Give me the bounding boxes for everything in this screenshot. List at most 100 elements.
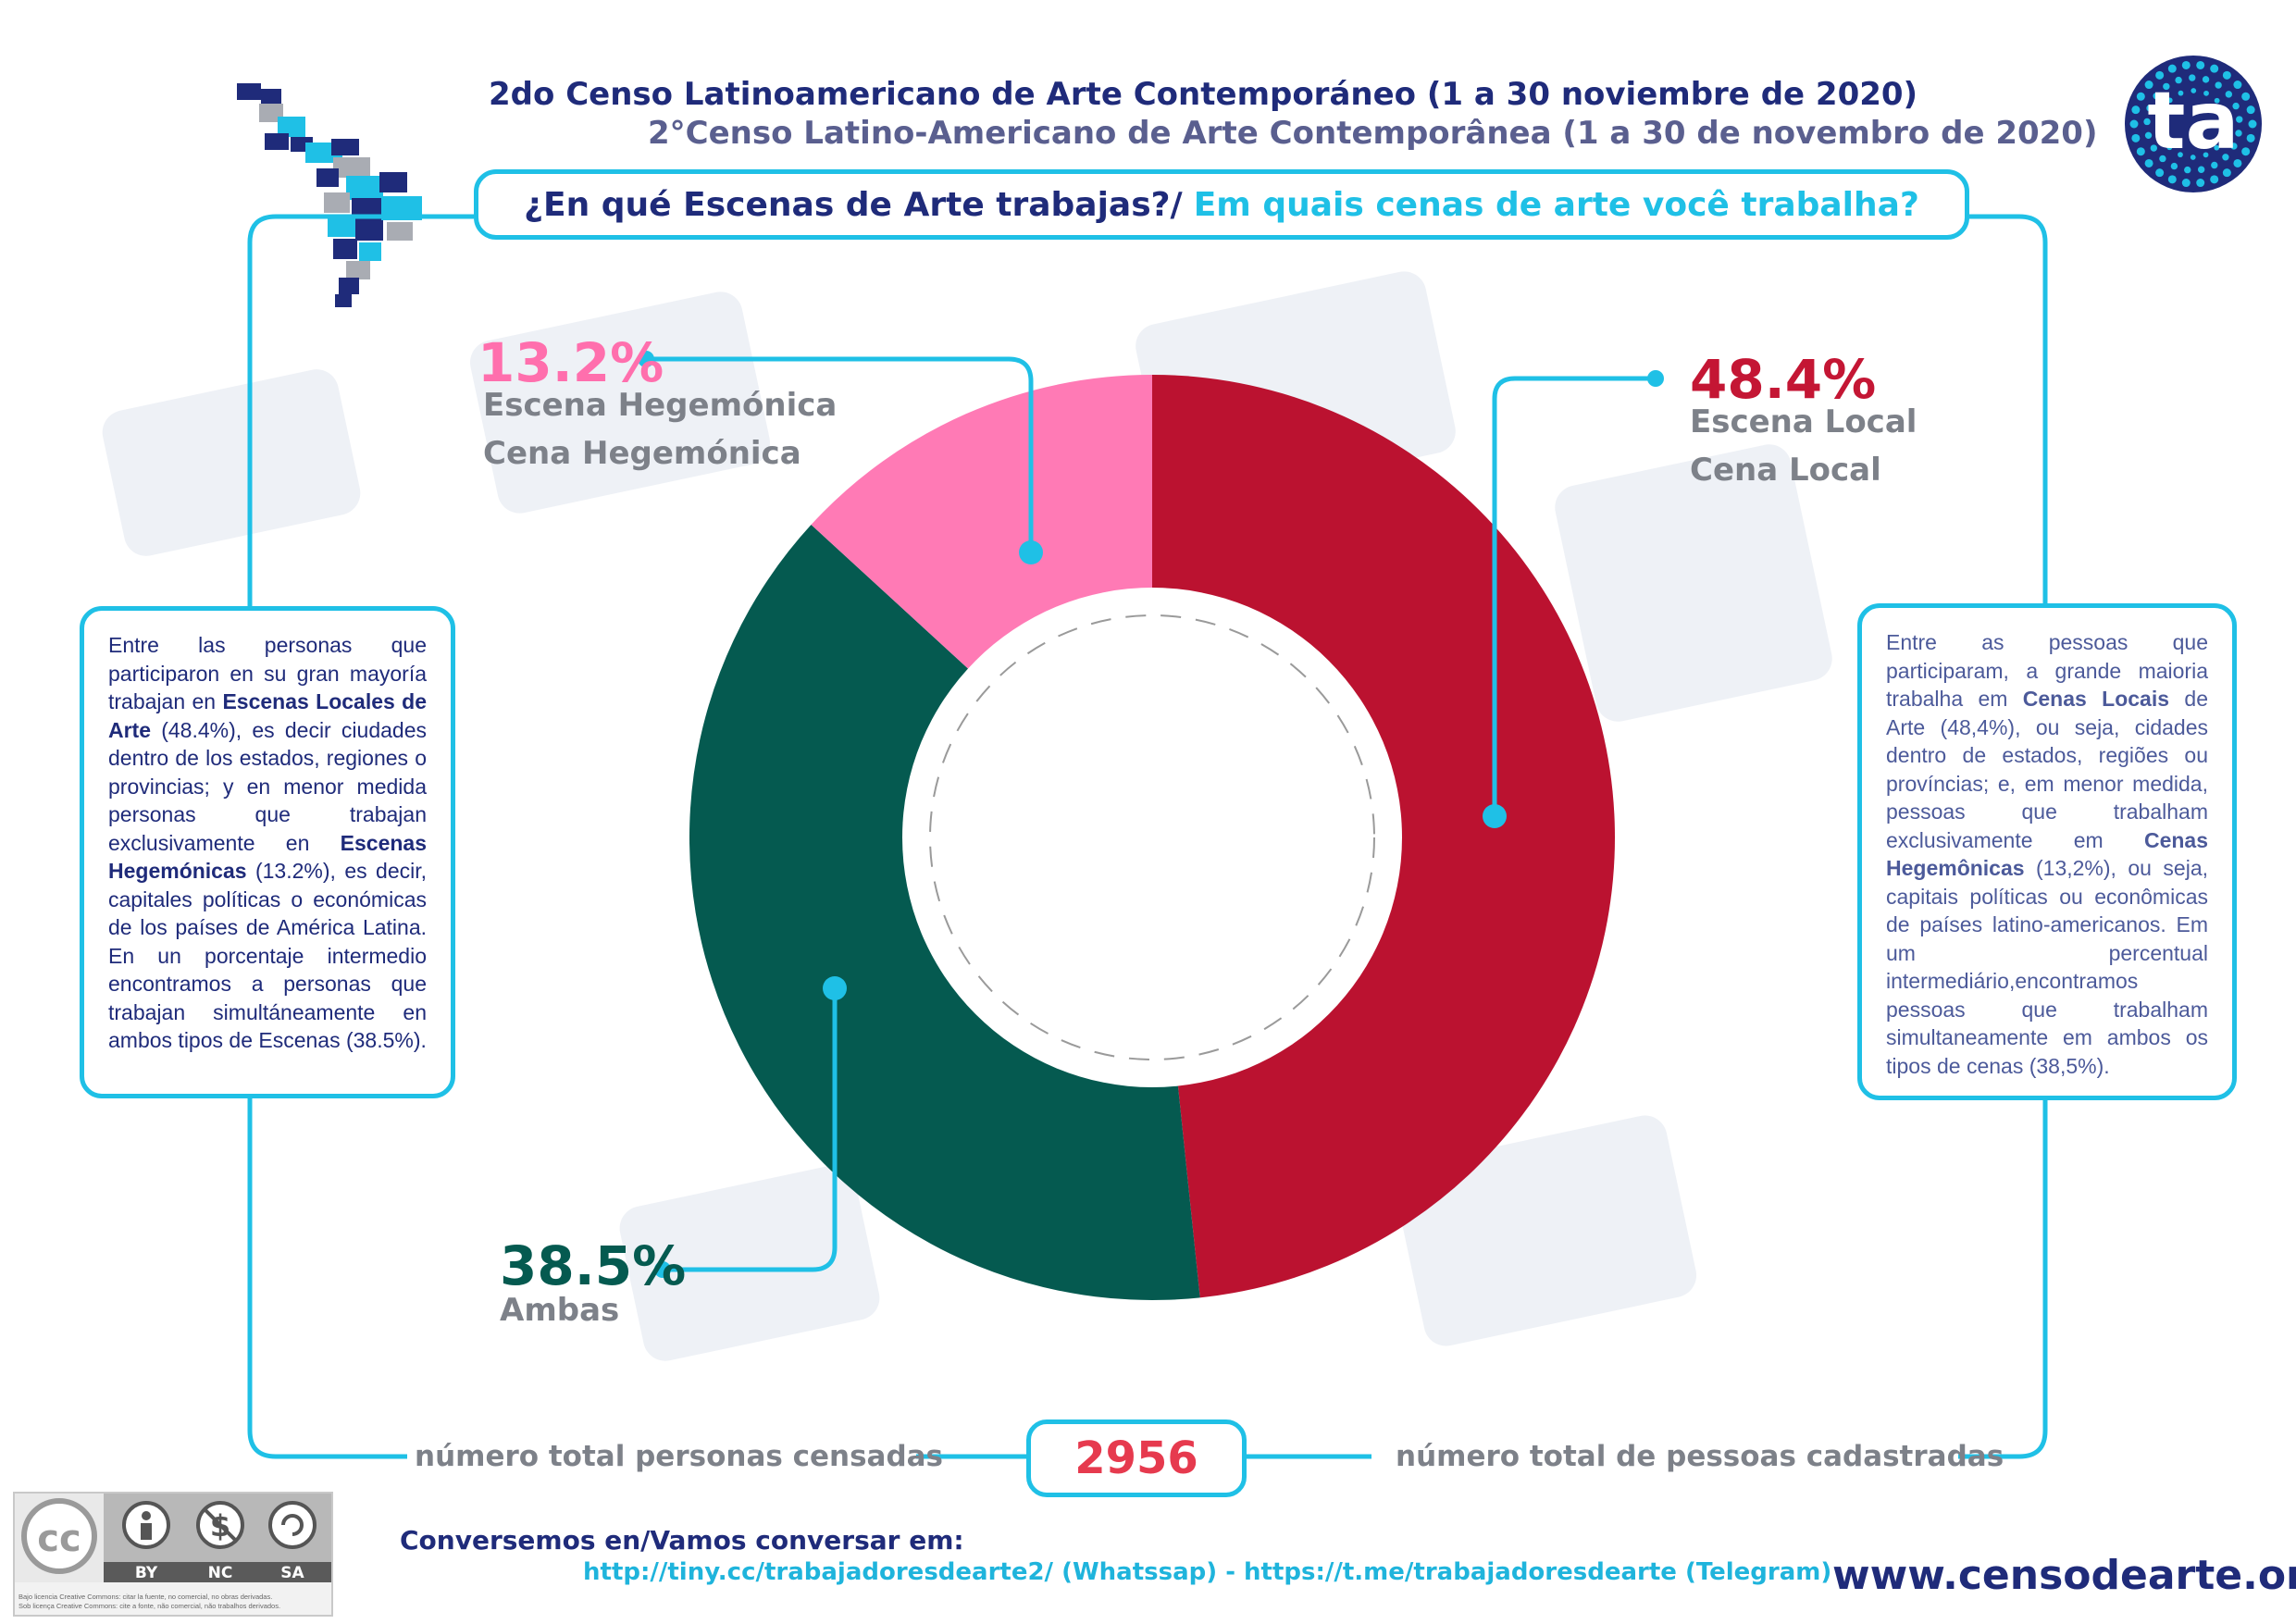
- logo-dot: [2196, 60, 2205, 69]
- logo-dot: [2236, 116, 2243, 123]
- logo-dot: [2136, 147, 2145, 156]
- logo-dot: [2246, 133, 2255, 143]
- donut-hole: [902, 588, 1402, 1087]
- question-spanish: ¿En qué Escenas de Arte trabajas?/: [524, 185, 1183, 224]
- cc-badge-by: BY: [135, 1564, 158, 1582]
- logo-dot: [2214, 144, 2220, 151]
- desc-pt-bold-1: Cenas Locais: [2022, 687, 2170, 711]
- logo-dot: [2181, 179, 2191, 188]
- logo-dot: [2166, 97, 2173, 104]
- logo-dot: [2181, 60, 2191, 69]
- slice-label-hegemonica-es: Escena Hegemónica: [483, 387, 838, 424]
- logo-dot: [2210, 64, 2219, 73]
- logo-dot: [2246, 105, 2255, 115]
- logo-dot: [2241, 92, 2251, 101]
- logo-dot: [2248, 119, 2257, 129]
- logo-dot: [2131, 105, 2141, 115]
- logo-dot: [2221, 108, 2228, 115]
- creative-commons-badge: cc $ BY NC SA Bajo licencia Creative Com…: [13, 1492, 333, 1617]
- logo-dot: [2155, 168, 2165, 178]
- slice-label-hegemonica-pt: Cena Hegemónica: [483, 435, 801, 472]
- logo-dot: [2144, 81, 2153, 90]
- logo-dot: [2203, 90, 2209, 96]
- total-label-spanish: número total personas censadas: [415, 1440, 944, 1473]
- logo-dot: [2233, 81, 2242, 90]
- title-portuguese: 2°Censo Latino-Americano de Arte Contemp…: [648, 115, 2098, 152]
- slice-pct-hegemonica: 13.2%: [478, 331, 664, 394]
- desc-pt-text-2: de Arte (48,4%), ou seja, cidades dentro…: [1886, 687, 2208, 852]
- logo-dot: [2175, 76, 2182, 84]
- logo-dot: [2241, 147, 2251, 156]
- total-count: 2956: [1026, 1419, 1247, 1497]
- share-alike-icon: [268, 1501, 316, 1549]
- callout-lines: [646, 356, 1656, 1272]
- logo-dot: [2144, 158, 2153, 167]
- logo-dot: [2167, 175, 2177, 184]
- logo-dot: [2196, 179, 2205, 188]
- cc-note-spanish: Bajo licencia Creative Commons: citar la…: [19, 1593, 273, 1601]
- logo-dot: [2178, 152, 2183, 158]
- logo-dot: [2230, 143, 2238, 150]
- logo-dot: [2197, 166, 2205, 173]
- logo-dot: [2163, 82, 2170, 91]
- logo-dot: [2159, 108, 2166, 114]
- description-spanish: Entre las personas que participaron en s…: [80, 606, 455, 1098]
- logo-dot: [2167, 64, 2177, 73]
- ta-logo: ta: [2125, 56, 2262, 192]
- donut-inner-dashed-ring: [929, 614, 1375, 1060]
- cc-note-portuguese: Sob licença Creative Commons: cite a fon…: [19, 1602, 281, 1610]
- logo-dot: [2178, 90, 2184, 96]
- logo-dot: [2224, 121, 2229, 128]
- desc-pt-text-1: Entre as pessoas que participaram, a gra…: [1886, 630, 2208, 711]
- logo-dot: [2155, 70, 2165, 80]
- description-portuguese: Entre as pessoas que participaram, a gra…: [1857, 603, 2237, 1100]
- desc-es-bold-2: Escenas Hegemónicas: [108, 830, 427, 884]
- logo-dot: [2157, 120, 2163, 127]
- slice-pct-local: 48.4%: [1690, 348, 1877, 411]
- cc-icon: [21, 1498, 97, 1574]
- desc-es-text-2: (48.4%), es decir ciudades dentro de los…: [108, 717, 427, 855]
- contact-title: Conversemos en/Vamos conversar em:: [400, 1525, 964, 1556]
- callout-dots: [638, 351, 1664, 1278]
- desc-es-text-1: Entre las personas que participaron en s…: [108, 633, 427, 713]
- website-link[interactable]: www.censodearte.org: [1832, 1552, 2296, 1599]
- logo-dot: [2166, 144, 2173, 151]
- logo-dot: [2191, 88, 2197, 93]
- logo-dot: [2184, 166, 2191, 174]
- logo-dot: [2159, 133, 2166, 140]
- desc-es-text-3: (13.2%), es decir, capitales políticas o…: [108, 859, 427, 1052]
- total-label-portuguese: número total de pessoas cadastradas: [1396, 1440, 2004, 1473]
- cc-icons: cc $ BY NC SA: [15, 1494, 331, 1582]
- logo-dot: [2170, 162, 2178, 170]
- logo-dot: [2214, 97, 2220, 104]
- logo-dot: [2232, 102, 2240, 110]
- logo-dot: [2222, 168, 2231, 178]
- slice-label-ambas: Ambas: [500, 1292, 620, 1329]
- logo-dot: [2143, 118, 2151, 126]
- logo-dot: [2211, 161, 2218, 169]
- logo-dot: [2189, 74, 2196, 81]
- logo-dot: [2159, 155, 2166, 163]
- cc-badge-nc: NC: [208, 1564, 233, 1582]
- desc-pt-bold-2: Cenas Hegemônicas: [1886, 827, 2208, 881]
- ta-logo-text: ta: [2147, 75, 2239, 167]
- svg-text:cc: cc: [37, 1518, 81, 1560]
- logo-dot: [2210, 175, 2219, 184]
- logo-dot: [2225, 91, 2233, 98]
- contact-links[interactable]: http://tiny.cc/trabajadoresdearte2/ (Wha…: [583, 1558, 1832, 1586]
- question-portuguese: Em quais cenas de arte você trabalha?: [1193, 185, 1919, 224]
- logo-dot: [2146, 105, 2153, 112]
- logo-dot: [2131, 133, 2141, 143]
- latin-america-map-logo: [237, 83, 422, 307]
- logo-dot: [2136, 92, 2145, 101]
- logo-dot: [2202, 76, 2210, 83]
- logo-dot: [2129, 119, 2139, 129]
- slice-label-local-es: Escena Local: [1690, 403, 1917, 440]
- logo-dot: [2233, 158, 2242, 167]
- logo-dot: [2144, 131, 2153, 140]
- logo-dot: [2203, 152, 2209, 158]
- logo-dot: [2221, 134, 2228, 140]
- title-spanish: 2do Censo Latinoamericano de Arte Contem…: [489, 76, 1918, 113]
